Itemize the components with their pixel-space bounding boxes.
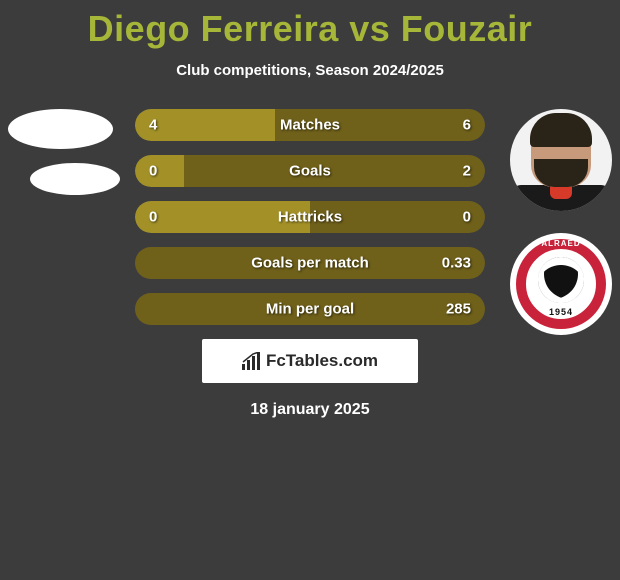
- stat-rows: 4 6 Matches 0 2 Goals 0 0 Hattricks 0.33 Goals per…: [135, 109, 485, 325]
- stat-bar-right: [184, 155, 485, 187]
- crest-text-top: ALRAED: [541, 239, 580, 248]
- stat-value-right: 285: [446, 301, 471, 318]
- right-player-badges: ALRAED 1954: [510, 109, 612, 357]
- stat-value-left: 4: [149, 117, 157, 134]
- right-player-avatar: [510, 109, 612, 211]
- avatar-collar: [550, 185, 572, 199]
- stat-row: 0 2 Goals: [135, 155, 485, 187]
- left-player-badges: [8, 109, 120, 195]
- stat-label: Goals per match: [251, 255, 369, 272]
- comparison-panel: ALRAED 1954 46Matches02Goals00Hattricks0…: [0, 109, 620, 419]
- stat-value-left: 0: [149, 163, 157, 180]
- page-title: Diego Ferreira vs Fouzair: [0, 0, 620, 50]
- stat-label: Hattricks: [278, 209, 342, 226]
- brand-chart-icon: [242, 352, 262, 370]
- stat-row: 4 6 Matches: [135, 109, 485, 141]
- stat-value-right: 6: [463, 117, 471, 134]
- avatar-beard: [534, 159, 588, 187]
- stat-value-right: 2: [463, 163, 471, 180]
- brand-box: FcTables.com: [202, 339, 418, 383]
- left-team-crest-placeholder: [30, 163, 120, 195]
- stat-label: Matches: [280, 117, 340, 134]
- snapshot-date: 18 january 2025: [0, 401, 620, 419]
- stat-row: 285 Min per goal: [135, 293, 485, 325]
- stat-value-right: 0.33: [442, 255, 471, 272]
- stat-value-left: 0: [149, 209, 157, 226]
- crest-text-bottom: 1954: [549, 307, 573, 317]
- stat-row: 0 0 Hattricks: [135, 201, 485, 233]
- stat-row: 0.33 Goals per match: [135, 247, 485, 279]
- stat-label: Goals: [289, 163, 331, 180]
- page-subtitle: Club competitions, Season 2024/2025: [0, 62, 620, 79]
- avatar-hair: [530, 113, 592, 147]
- brand-text: FcTables.com: [266, 351, 378, 371]
- stat-label: Min per goal: [266, 301, 354, 318]
- right-team-crest: ALRAED 1954: [510, 233, 612, 335]
- crest-ball-icon: [538, 257, 584, 303]
- stat-value-right: 0: [463, 209, 471, 226]
- left-player-avatar-placeholder: [8, 109, 113, 149]
- stat-bar-left: [135, 155, 184, 187]
